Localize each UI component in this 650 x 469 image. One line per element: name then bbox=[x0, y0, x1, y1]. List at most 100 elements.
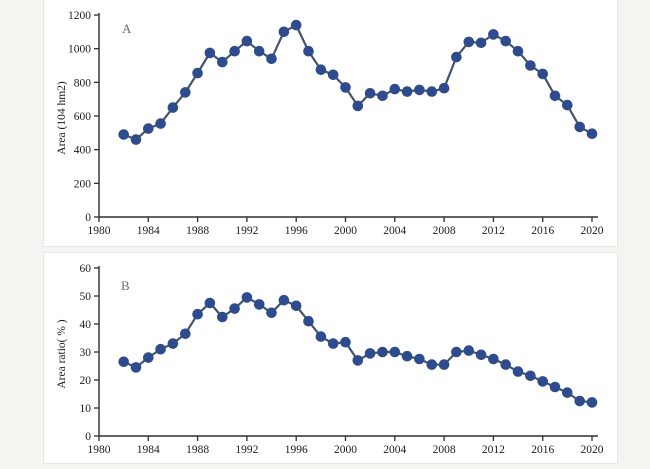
chart-b-plot: 0 10 20 30 40 50 60 1980 1984 1988 1992 1996 2000 200… bbox=[80, 263, 604, 456]
x-tick-label: 1992 bbox=[235, 444, 258, 456]
panel-letter-a: A bbox=[122, 21, 133, 36]
data-point bbox=[401, 86, 413, 97]
x-tick-label: 1984 bbox=[137, 225, 160, 237]
y-tick-label: 0 bbox=[85, 431, 91, 443]
x-tick-label: 1984 bbox=[137, 444, 160, 456]
y-tick-label: 200 bbox=[74, 178, 92, 190]
data-point bbox=[463, 36, 475, 48]
x-tick-label: 2000 bbox=[334, 444, 357, 456]
data-point bbox=[377, 346, 388, 358]
data-point bbox=[475, 349, 487, 361]
data-point bbox=[426, 359, 438, 370]
data-point bbox=[451, 346, 462, 358]
data-point bbox=[315, 64, 327, 75]
data-point bbox=[180, 87, 191, 98]
data-point bbox=[204, 47, 216, 59]
y-tick-label: 600 bbox=[74, 111, 92, 123]
data-point bbox=[327, 338, 339, 349]
chart-a-y-axis-title: Area (104 hm2) bbox=[56, 81, 68, 155]
x-tick-label: 2008 bbox=[433, 225, 456, 237]
x-tick-label: 1988 bbox=[186, 444, 209, 456]
y-tick-label: 20 bbox=[80, 375, 92, 387]
data-point bbox=[155, 343, 166, 355]
data-point bbox=[327, 69, 339, 81]
data-point bbox=[537, 376, 548, 387]
data-point bbox=[500, 35, 512, 47]
data-point bbox=[303, 315, 314, 327]
data-point bbox=[229, 45, 240, 57]
data-point bbox=[180, 328, 191, 340]
y-tick-label: 400 bbox=[74, 145, 92, 157]
data-point bbox=[574, 121, 585, 133]
data-point bbox=[488, 29, 499, 40]
data-point bbox=[352, 355, 364, 366]
data-point bbox=[217, 311, 228, 323]
panel-letter-b: B bbox=[121, 278, 131, 293]
x-tick-label: 2008 bbox=[433, 444, 456, 456]
data-point bbox=[525, 60, 536, 71]
x-tick-label: 2012 bbox=[482, 444, 505, 456]
data-point bbox=[537, 68, 548, 80]
data-point bbox=[340, 336, 351, 348]
data-point bbox=[364, 348, 376, 359]
data-point bbox=[192, 308, 203, 320]
data-point bbox=[118, 356, 129, 368]
data-point bbox=[426, 86, 438, 97]
data-point bbox=[586, 128, 598, 139]
chart-panel-b: 0 10 20 30 40 50 60 1980 1984 1988 1992 1996 2000 200… bbox=[43, 252, 618, 464]
x-tick-label: 2004 bbox=[383, 225, 406, 237]
data-point bbox=[290, 300, 302, 312]
data-point bbox=[278, 294, 290, 306]
data-point bbox=[389, 83, 401, 95]
data-point bbox=[488, 353, 499, 365]
data-point bbox=[143, 123, 154, 134]
data-point bbox=[352, 100, 364, 112]
chart-a-plot: 0 200 400 600 800 1000 1200 1980 1984 1988 1992 199… bbox=[68, 10, 604, 237]
y-tick-label: 1000 bbox=[68, 44, 91, 56]
x-tick-label: 1980 bbox=[88, 225, 111, 237]
series-line bbox=[123, 23, 593, 141]
x-tick-label: 1992 bbox=[235, 225, 258, 237]
data-point bbox=[451, 51, 462, 63]
x-tick-label: 2020 bbox=[581, 225, 604, 237]
x-tick-label: 2016 bbox=[531, 444, 554, 456]
data-point bbox=[438, 82, 450, 94]
y-tick-label: 800 bbox=[74, 77, 92, 89]
data-point bbox=[475, 37, 487, 49]
x-tick-label: 2020 bbox=[581, 444, 604, 456]
x-tick-label: 2000 bbox=[334, 225, 357, 237]
y-tick-label: 30 bbox=[80, 347, 92, 359]
x-tick-label: 2016 bbox=[531, 225, 554, 237]
data-point bbox=[167, 338, 179, 349]
data-point bbox=[217, 56, 228, 68]
data-point bbox=[290, 19, 302, 31]
x-tick-label: 1996 bbox=[285, 444, 308, 456]
data-point bbox=[414, 353, 425, 365]
data-point bbox=[315, 331, 327, 342]
x-tick-label: 1988 bbox=[186, 225, 209, 237]
data-point bbox=[389, 346, 401, 358]
data-point bbox=[562, 387, 573, 398]
data-point bbox=[525, 370, 536, 382]
y-tick-label: 50 bbox=[80, 291, 92, 303]
y-tick-label: 1200 bbox=[68, 10, 91, 22]
data-point bbox=[303, 45, 314, 57]
data-point bbox=[414, 84, 425, 96]
y-tick-label: 0 bbox=[85, 212, 91, 224]
data-point bbox=[241, 292, 253, 303]
data-point bbox=[512, 366, 524, 377]
data-point bbox=[364, 88, 376, 99]
data-point bbox=[229, 303, 240, 314]
data-point bbox=[118, 129, 129, 140]
y-tick-label: 10 bbox=[80, 403, 92, 415]
data-point bbox=[253, 45, 265, 57]
data-point bbox=[253, 299, 265, 310]
data-point bbox=[155, 118, 166, 129]
data-point bbox=[143, 352, 154, 363]
data-point bbox=[586, 397, 598, 408]
x-tick-label: 1996 bbox=[285, 225, 308, 237]
y-tick-label: 60 bbox=[80, 263, 92, 275]
data-point bbox=[204, 297, 216, 309]
x-tick-label: 2004 bbox=[383, 444, 406, 456]
